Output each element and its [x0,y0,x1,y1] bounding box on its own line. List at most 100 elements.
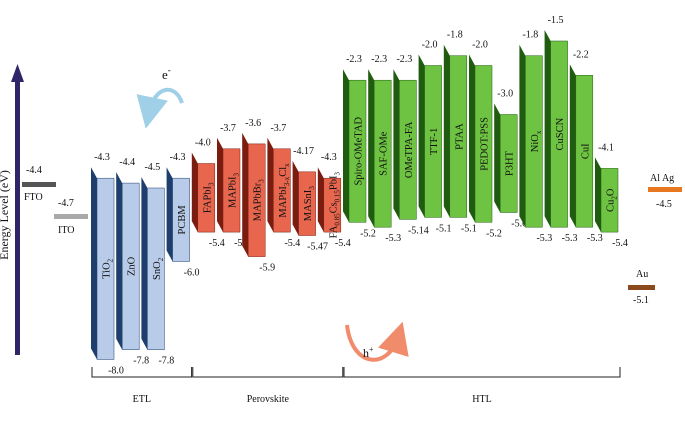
material-label: CuSCN [555,117,566,150]
group-perovskite: Perovskite [192,367,344,405]
bar-front-face [424,65,442,218]
bar-front-face [197,163,216,233]
ito-level-value: -4.7 [58,198,74,209]
homo-value: -8.0 [108,366,124,377]
bar-side-face [116,172,123,350]
material-bar-zno: ZnO -4.4 -7.8 [116,157,149,367]
material-label: ZnO [127,256,138,276]
bar-front-face [222,148,241,233]
homo-value: -5.2 [486,228,502,239]
lumo-value: -1.8 [447,30,463,41]
bar-front-face [298,171,316,236]
electrode-al-ag: Al Ag -4.5 [648,173,682,210]
homo-value: -5.4 [335,238,351,249]
bar-front-face [96,177,115,360]
homo-value: -5.14 [408,225,429,236]
lumo-value: -1.8 [522,30,538,41]
homo-value: -5.3 [536,233,552,244]
bar-front-face [525,55,543,228]
material-bar-cui: CuI -2.2 -5.3 [569,49,603,244]
bar-side-face [544,30,551,228]
homo-value: -5.1 [436,223,452,234]
bar-side-face [595,157,601,233]
lumo-value: -2.3 [371,54,387,65]
lumo-value: -4.3 [321,152,337,163]
energy-axis: Energy Level (eV) [0,64,24,355]
bar-side-face [91,167,97,360]
material-label: MAPbBr3 [253,179,266,222]
group-bracket [192,367,344,378]
bar-side-face [519,44,526,228]
al-ag-name: Al Ag [650,173,674,184]
electron-symbol: e- [162,65,171,82]
homo-value: -5.4 [612,238,628,249]
homo-value: -5.3 [562,233,578,244]
bar-side-face [267,137,274,233]
bar-side-face [166,167,173,262]
fto-name: FTO [24,192,43,203]
lumo-value: -4.4 [119,157,135,168]
hole-arrow-curve [345,321,409,362]
bar-side-face [343,69,349,223]
material-label: SnO2 [152,257,165,280]
lumo-value: -1.5 [548,15,564,26]
lumo-value: -4.1 [598,142,614,153]
material-label: PCBM [177,205,188,235]
material-bar-spiro-ometad: Spiro-OMeTAD -2.3 -5.2 [343,54,376,239]
bar-front-face [499,114,518,213]
bar-side-face [217,137,223,233]
bar-side-face [368,69,375,228]
material-bar-mapbi3: MAPbI3 -3.7 -5.4 [217,123,250,249]
lumo-value: -2.3 [346,54,362,65]
homo-value: -5.3 [587,233,603,244]
bar-side-face [292,160,299,236]
material-label: OMeTPA-FA [404,121,415,178]
lumo-value: -4.0 [195,138,211,149]
group-label: ETL [133,394,151,405]
ito-level-bar [54,214,88,219]
material-label: PEDOT:PSS [480,117,491,171]
hole-symbol: h+ [363,345,374,360]
material-bar-ometpa-fa: OMeTPA-FA -2.3 -5.14 [393,54,429,236]
fto-level-value: -4.4 [26,165,42,176]
ito-name: ITO [58,225,74,236]
homo-value: -5.3 [385,233,401,244]
lumo-value: -4.5 [144,162,160,173]
material-bar-cuscn: CuSCN -1.5 -5.3 [544,15,578,244]
material-label: MASnI3 [303,186,316,222]
lumo-value: -4.3 [170,152,186,163]
material-bar-mapbi3-xclx: MAPbI3-xClx -3.7 -5.4 [267,123,300,249]
material-label: CuI [580,143,591,159]
material-bar-pcbm: PCBM -4.3 -6.0 [166,152,200,279]
material-bar-cu2o: Cu2O -4.1 -5.4 [595,142,628,249]
homo-value: -5.0 [511,219,527,230]
homo-value: -5.1 [461,223,477,234]
bar-side-face [317,167,324,233]
energy-axis-arrowhead [11,64,24,82]
bar-side-face [418,54,425,218]
lumo-value: -2.2 [573,49,589,60]
material-bar-p3ht: P3HT -3.0 -5.0 [494,89,527,230]
group-htl: HTL [343,367,621,405]
bar-front-face [121,182,140,350]
al-ag-level-value: -4.5 [656,199,672,210]
energy-axis-shaft [15,80,20,355]
bar-front-face [474,65,493,223]
material-label: NiOx [530,130,543,152]
material-label: SAF-OMe [379,131,390,176]
fto-level-bar [22,182,56,187]
bar-front-face [247,143,266,257]
material-label: MAPbI3 [228,172,241,208]
electron-arrow-curve [136,87,184,129]
hole-transfer-arrow: h+ [345,321,409,362]
homo-value: -5.4 [209,238,225,249]
electrode-fto: -4.4 FTO [22,165,56,203]
bar-side-face [494,103,501,213]
homo-value: -5.9 [259,263,275,274]
electron-transfer-arrow: e- [136,65,184,129]
material-label: Spiro-OMeTAD [354,117,365,186]
material-bar-saf-ome: SAF-OMe -2.3 -5.3 [368,54,401,244]
homo-value: -5.4 [284,238,300,249]
material-label: PTAA [454,123,465,150]
bar-side-face [141,177,148,350]
